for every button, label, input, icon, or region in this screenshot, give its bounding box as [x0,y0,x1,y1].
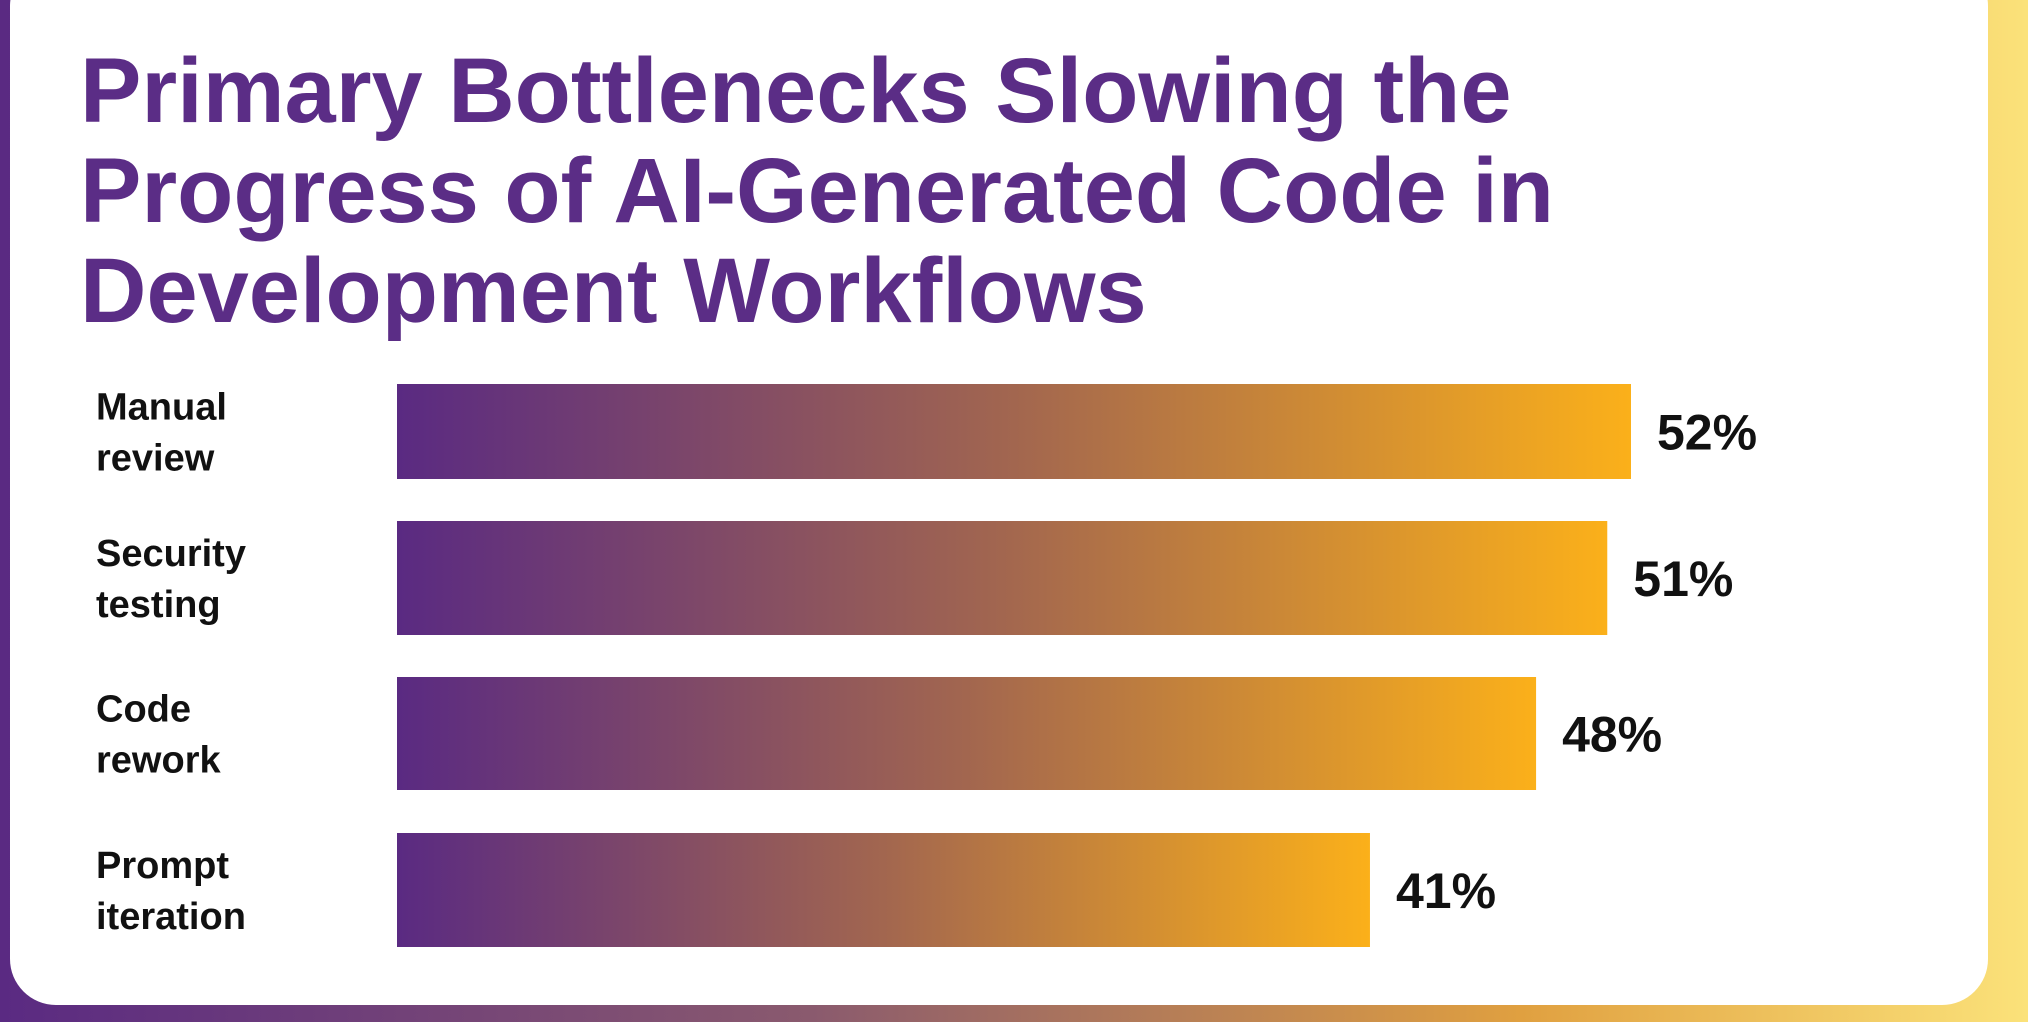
bar-security-testing [397,521,1608,635]
bar-code-rework [397,677,1537,790]
category-label: Security [96,533,246,575]
category-label: Prompt [96,845,229,887]
chart-title-line: Progress of AI-Generated Code in [80,140,1554,242]
chart-title: Primary Bottlenecks Slowing the Progress… [80,40,1554,342]
category-label: review [96,438,215,480]
chart-title-line: Primary Bottlenecks Slowing the [80,40,1511,142]
bar-prompt-iteration [397,833,1370,947]
category-label: iteration [96,896,246,938]
value-label: 41% [1396,863,1496,919]
value-label: 52% [1657,405,1757,461]
category-label: rework [96,740,221,782]
category-label: Code [96,689,191,731]
bars-group: 52% Manual review 51% Security testing 48% Code… [96,384,1757,947]
chart-title-line: Development Workflows [80,240,1147,342]
bar-manual-review [397,384,1631,479]
value-label: 48% [1562,707,1662,763]
value-label: 51% [1633,551,1733,607]
category-label: testing [96,584,221,626]
category-label: Manual [96,387,227,429]
